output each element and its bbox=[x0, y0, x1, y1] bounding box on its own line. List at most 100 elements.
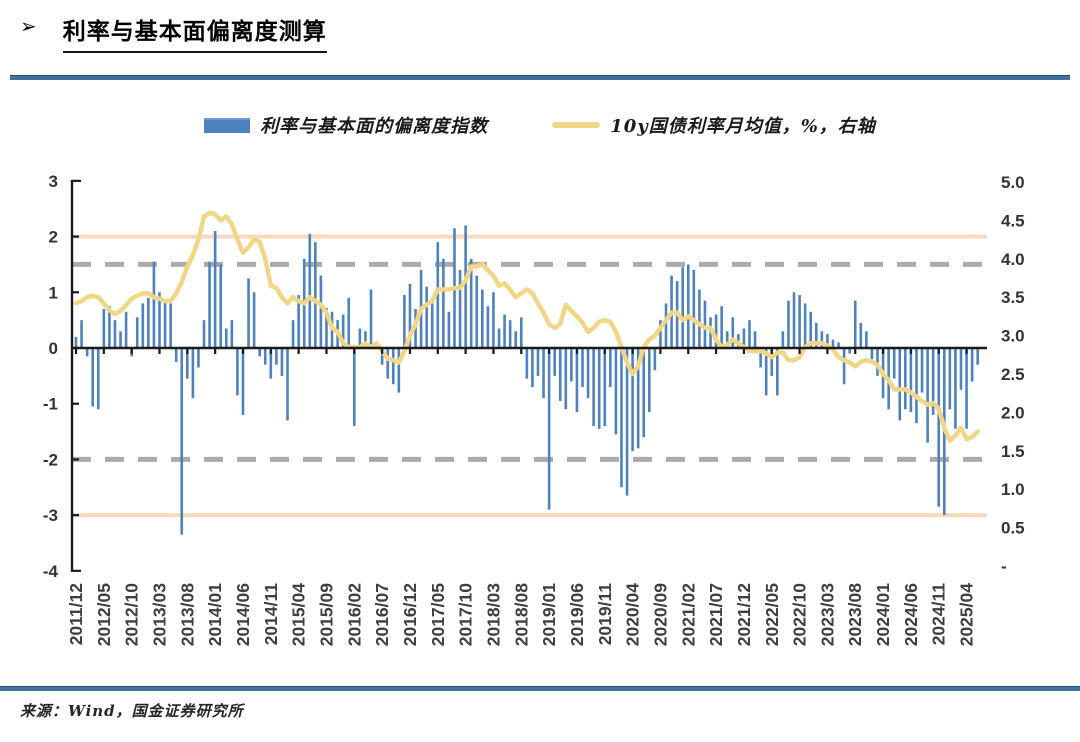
yield-line bbox=[73, 210, 980, 444]
y-axis-label-left: 0 bbox=[49, 339, 58, 358]
y-axis-label-left: 1 bbox=[49, 283, 58, 302]
top-divider bbox=[10, 75, 1070, 80]
x-axis-label: 2019/11 bbox=[595, 583, 615, 646]
bottom-divider bbox=[0, 686, 1080, 691]
deviation-bar bbox=[920, 348, 924, 393]
deviation-bar bbox=[837, 342, 840, 348]
y-axis-label-left: 3 bbox=[49, 172, 58, 191]
deviation-bar bbox=[213, 231, 217, 348]
x-axis-label: 2017/10 bbox=[456, 583, 476, 647]
y-axis-label-right: 5.0 bbox=[1001, 173, 1025, 192]
x-axis-label: 2016/07 bbox=[372, 583, 392, 646]
y-axis-label-right: - bbox=[1001, 557, 1007, 576]
deviation-bar bbox=[597, 348, 601, 429]
deviation-bar bbox=[135, 317, 139, 348]
deviation-bar bbox=[486, 306, 490, 348]
y-axis-label-left: 2 bbox=[49, 228, 58, 247]
y-axis-label-right: 4.0 bbox=[1001, 250, 1025, 269]
deviation-bar bbox=[620, 348, 623, 488]
deviation-bar bbox=[592, 348, 595, 426]
x-axis-label: 2012/10 bbox=[122, 583, 142, 647]
deviation-bar bbox=[436, 242, 440, 348]
legend-item-deviation: 利率与基本面的偏离度指数 bbox=[204, 112, 488, 138]
y-axis-label-left: -1 bbox=[43, 395, 58, 414]
deviation-bar bbox=[458, 270, 462, 348]
deviation-chart: 3 2 1 0 -1 -2 -3 -4 5.0 4.5 4.0 3.5 3.0 2.5 2.0 1.5 1.0 0… bbox=[43, 172, 1025, 647]
deviation-bar bbox=[686, 264, 690, 348]
deviation-bar bbox=[525, 348, 529, 379]
deviation-bar bbox=[230, 320, 234, 349]
x-axis-label: 2014/01 bbox=[205, 583, 225, 647]
deviation-bar bbox=[581, 348, 584, 387]
y-axis-label-right: 3.5 bbox=[1001, 288, 1025, 307]
deviation-bar bbox=[931, 348, 935, 415]
deviation-bar bbox=[531, 348, 534, 387]
deviation-bar bbox=[247, 278, 250, 348]
deviation-bar bbox=[113, 320, 117, 349]
deviation-bar bbox=[826, 334, 829, 348]
chart-legend: 利率与基本面的偏离度指数 10y国债利率月均值，%，右轴 bbox=[0, 112, 1080, 138]
deviation-bar bbox=[842, 348, 846, 385]
deviation-bar bbox=[915, 348, 918, 424]
deviation-bar bbox=[258, 348, 261, 357]
deviation-bar bbox=[648, 348, 651, 413]
x-axis-label: 2013/08 bbox=[177, 583, 197, 647]
deviation-bar bbox=[358, 328, 362, 348]
deviation-bar bbox=[403, 295, 406, 348]
deviation-bar bbox=[698, 289, 701, 348]
deviation-bar bbox=[625, 348, 629, 496]
deviation-bar bbox=[85, 348, 89, 357]
x-axis-label: 2019/01 bbox=[539, 583, 559, 647]
x-axis-label: 2020/09 bbox=[650, 583, 670, 647]
deviation-bar bbox=[642, 348, 646, 438]
deviation-bar bbox=[96, 348, 100, 410]
deviation-bar bbox=[152, 261, 156, 348]
deviation-bar bbox=[224, 328, 228, 348]
deviation-bar bbox=[325, 307, 328, 348]
section-header: ➢ 利率与基本面偏离度测算 bbox=[20, 12, 1080, 53]
deviation-bar bbox=[770, 348, 774, 376]
y-axis-label-left: -2 bbox=[43, 450, 58, 469]
deviation-bar bbox=[965, 348, 968, 429]
deviation-bar bbox=[904, 348, 907, 410]
source-note: 来源：Wind，国金证券研究所 bbox=[20, 701, 244, 720]
deviation-bar bbox=[892, 348, 896, 379]
deviation-bar bbox=[163, 300, 167, 348]
deviation-bar bbox=[263, 348, 267, 365]
deviation-bar bbox=[820, 331, 824, 348]
deviation-bar bbox=[314, 242, 317, 348]
x-axis-label: 2024/01 bbox=[873, 583, 893, 647]
report-page: { "header": { "bullet": "➢", "title": "利… bbox=[0, 12, 1080, 742]
deviation-bar bbox=[497, 328, 501, 348]
deviation-bar bbox=[191, 348, 195, 399]
deviation-bar bbox=[937, 348, 941, 507]
deviation-bar bbox=[102, 309, 106, 348]
x-axis-label: 2011/12 bbox=[66, 583, 86, 646]
deviation-bar bbox=[469, 258, 473, 348]
deviation-bar bbox=[614, 348, 618, 435]
x-axis-label: 2013/03 bbox=[149, 583, 169, 647]
x-axis-label: 2023/08 bbox=[845, 583, 865, 647]
deviation-bar bbox=[898, 348, 902, 421]
x-axis-label: 2018/03 bbox=[483, 583, 503, 647]
deviation-bar bbox=[236, 348, 239, 396]
deviation-bar bbox=[720, 306, 723, 348]
deviation-bar bbox=[430, 297, 434, 348]
deviation-bar bbox=[397, 348, 401, 393]
deviation-bar bbox=[575, 348, 579, 413]
x-axis-label: 2022/05 bbox=[762, 583, 782, 647]
y-axis-label-right: 0.5 bbox=[1001, 519, 1025, 538]
deviation-bar bbox=[564, 348, 568, 410]
deviation-bar bbox=[586, 348, 590, 399]
deviation-bar bbox=[119, 331, 122, 348]
deviation-bar bbox=[80, 320, 83, 349]
y-axis-label-right: 3.0 bbox=[1001, 327, 1025, 346]
deviation-bar bbox=[959, 348, 963, 390]
deviation-bar bbox=[341, 314, 345, 348]
x-axis-label: 2021/02 bbox=[678, 583, 698, 647]
deviation-bar bbox=[475, 275, 479, 348]
deviation-bar bbox=[514, 331, 518, 348]
deviation-bar bbox=[570, 348, 573, 382]
y-axis-label-left: -4 bbox=[43, 562, 59, 581]
deviation-bar bbox=[108, 306, 111, 348]
